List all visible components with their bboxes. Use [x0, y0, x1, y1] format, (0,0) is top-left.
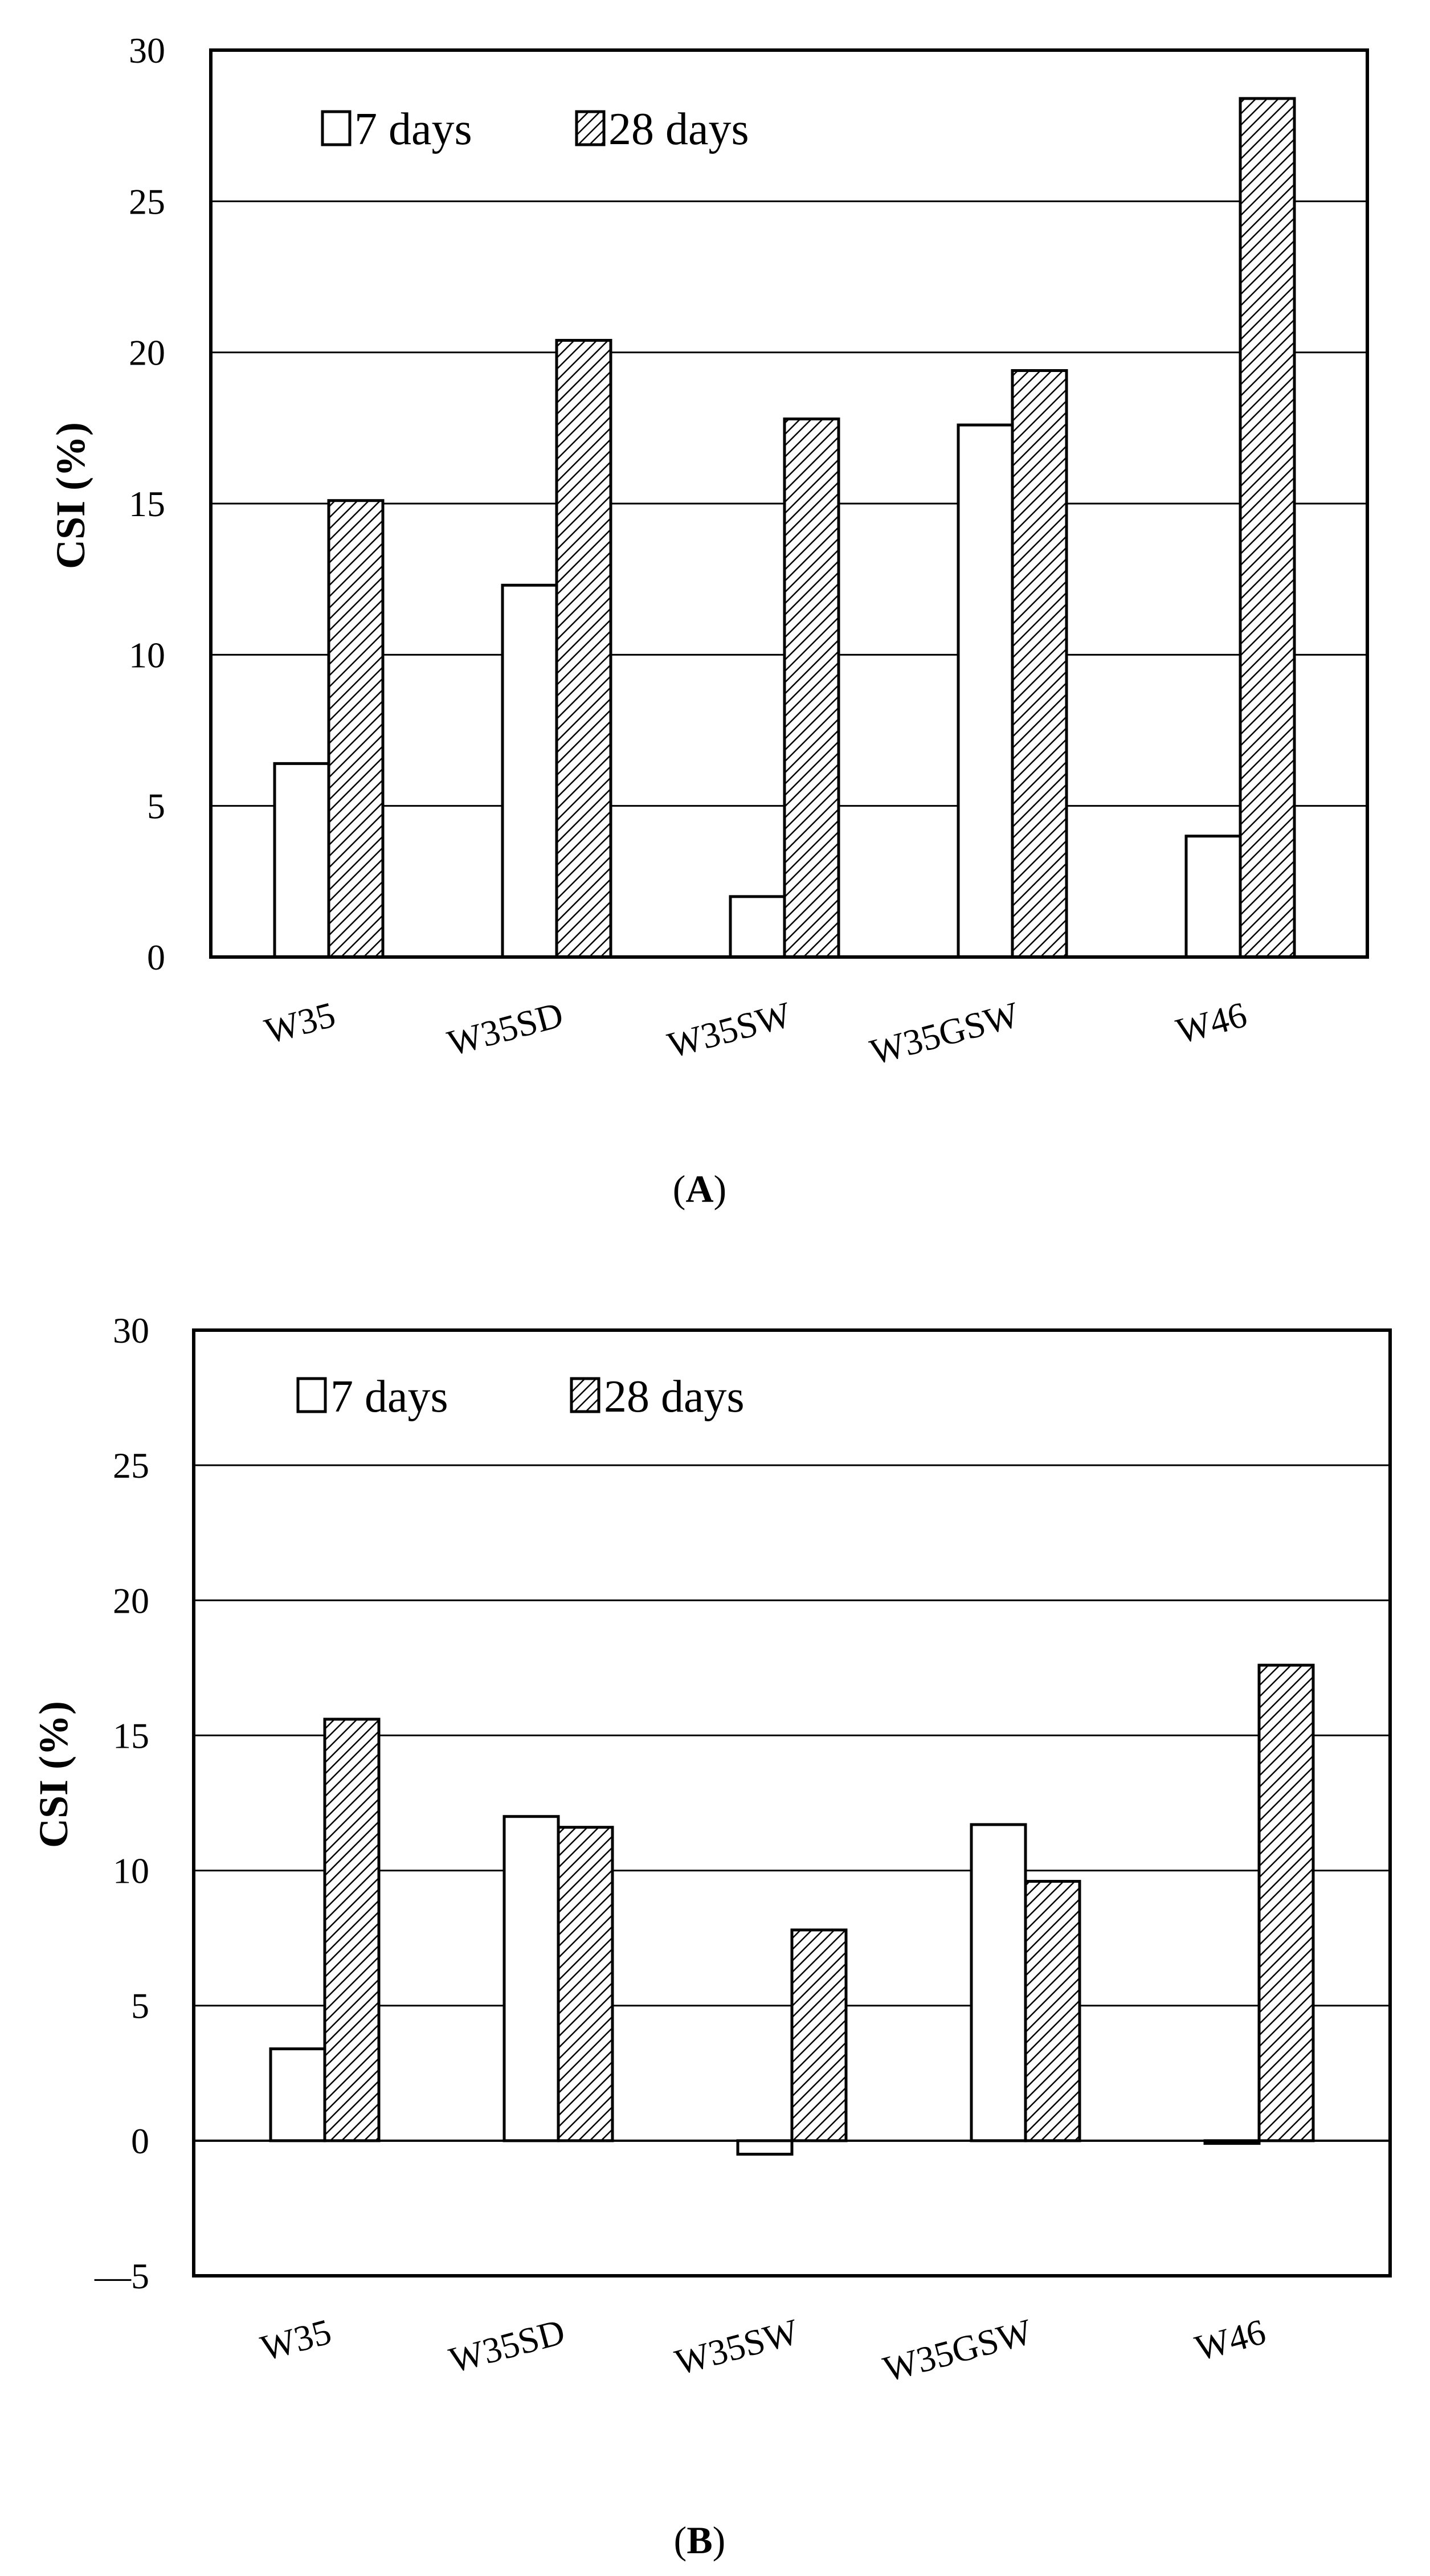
legend-swatch-7days-a — [321, 110, 352, 146]
legend-swatch-28days-a — [575, 110, 606, 146]
legend-label-7days-b: 7 days — [330, 1372, 448, 1422]
x-tick-label-w35: W35 — [260, 994, 340, 1052]
legend-label-7days-a: 7 days — [354, 104, 472, 154]
x-tick-labels-b: W35 W35SD W35SW W35GSW W46 — [256, 2311, 1270, 2390]
bar-7days-w35gsw — [970, 1823, 1027, 2142]
bar-7days-w35sw — [736, 2139, 794, 2156]
chart-panel-b: —5 0 5 10 15 20 25 30 W35 W35SD W35SW W35GSW W46 CS… — [31, 1310, 1392, 2562]
panel-caption-b: (B) — [674, 2518, 726, 2562]
y-tick-labels-a: 0 5 10 15 20 25 30 — [129, 30, 165, 978]
x-tick-label-w46: W46 — [1191, 2311, 1270, 2369]
bar-28days-w35sd — [557, 1826, 614, 2142]
x-tick-label-w46: W46 — [1172, 994, 1251, 1052]
x-tick-label-w35sw: W35SW — [671, 2311, 803, 2383]
bar-7days-w35 — [273, 762, 330, 959]
bar-7days-w35sw — [729, 895, 786, 959]
x-tick-label-w35gsw: W35GSW — [879, 2311, 1036, 2390]
bar-28days-w46 — [1257, 1663, 1315, 2142]
bar-7days-w35sd — [501, 583, 558, 959]
y-axis-label-a: CSI (%) — [48, 422, 93, 569]
bar-28days-w35sd — [555, 338, 612, 959]
y-tick-label: 5 — [131, 1986, 149, 2026]
panel-caption-a: (A) — [673, 1167, 726, 1211]
y-tick-label: 20 — [113, 1580, 149, 1621]
x-tick-label-w35sd: W35SD — [443, 994, 567, 1064]
x-tick-label-w35gsw: W35GSW — [866, 994, 1023, 1073]
x-tick-labels-a: W35 W35SD W35SW W35GSW W46 — [260, 994, 1251, 1073]
x-tick-label-w35sw: W35SW — [663, 994, 795, 1066]
y-tick-label: 15 — [129, 484, 165, 524]
bar-7days-w46 — [1184, 835, 1242, 959]
y-tick-label: 20 — [129, 333, 165, 373]
y-tick-label: —5 — [94, 2256, 149, 2296]
legend-label-28days-a: 28 days — [608, 104, 749, 154]
legend-a: 7 days 28 days — [321, 104, 749, 154]
panel-label-a: A — [685, 1167, 713, 1211]
y-tick-label: 15 — [113, 1715, 149, 1756]
y-tick-labels-b: —5 0 5 10 15 20 25 30 — [94, 1310, 149, 2296]
legend-label-28days-b: 28 days — [604, 1372, 745, 1422]
y-tick-label: 10 — [129, 635, 165, 675]
bar-7days-w35sd — [502, 1815, 560, 2142]
x-tick-label-w35: W35 — [256, 2311, 336, 2369]
plot-frame-b — [192, 1328, 1392, 2277]
bar-28days-w35gsw — [1011, 369, 1068, 959]
bar-28days-w46 — [1239, 97, 1296, 959]
y-tick-label: 10 — [113, 1851, 149, 1891]
bar-7days-w35 — [269, 2047, 326, 2142]
bars-a — [273, 97, 1296, 959]
legend-b: 7 days 28 days — [296, 1372, 745, 1422]
bar-7days-w35gsw — [957, 423, 1014, 959]
bar-28days-w35sw — [783, 417, 840, 959]
y-tick-label: 0 — [147, 937, 165, 978]
y-axis-label-b: CSI (%) — [31, 1701, 76, 1848]
chart-panel-a: 0 5 10 15 20 25 30 W35 W35SD W35SW W35GSW W46 CSI … — [48, 30, 1369, 1211]
x-tick-label-w35sd: W35SD — [445, 2311, 569, 2381]
plot-frame-a — [209, 48, 1369, 959]
y-tick-label: 30 — [113, 1310, 149, 1351]
y-tick-label: 5 — [147, 786, 165, 827]
y-tick-label: 0 — [131, 2121, 149, 2161]
legend-swatch-28days-b — [570, 1377, 600, 1413]
legend-swatch-7days-b — [296, 1377, 327, 1413]
bar-28days-w35 — [323, 1718, 381, 2142]
bar-28days-w35 — [327, 499, 385, 959]
y-tick-label: 25 — [129, 181, 165, 222]
bars-b — [194, 1663, 1390, 2156]
bar-28days-w35sw — [790, 1928, 848, 2142]
bar-28days-w35gsw — [1024, 1880, 1081, 2142]
panel-label-b: B — [687, 2518, 712, 2562]
y-tick-label: 30 — [129, 30, 165, 71]
y-tick-label: 25 — [113, 1445, 149, 1486]
